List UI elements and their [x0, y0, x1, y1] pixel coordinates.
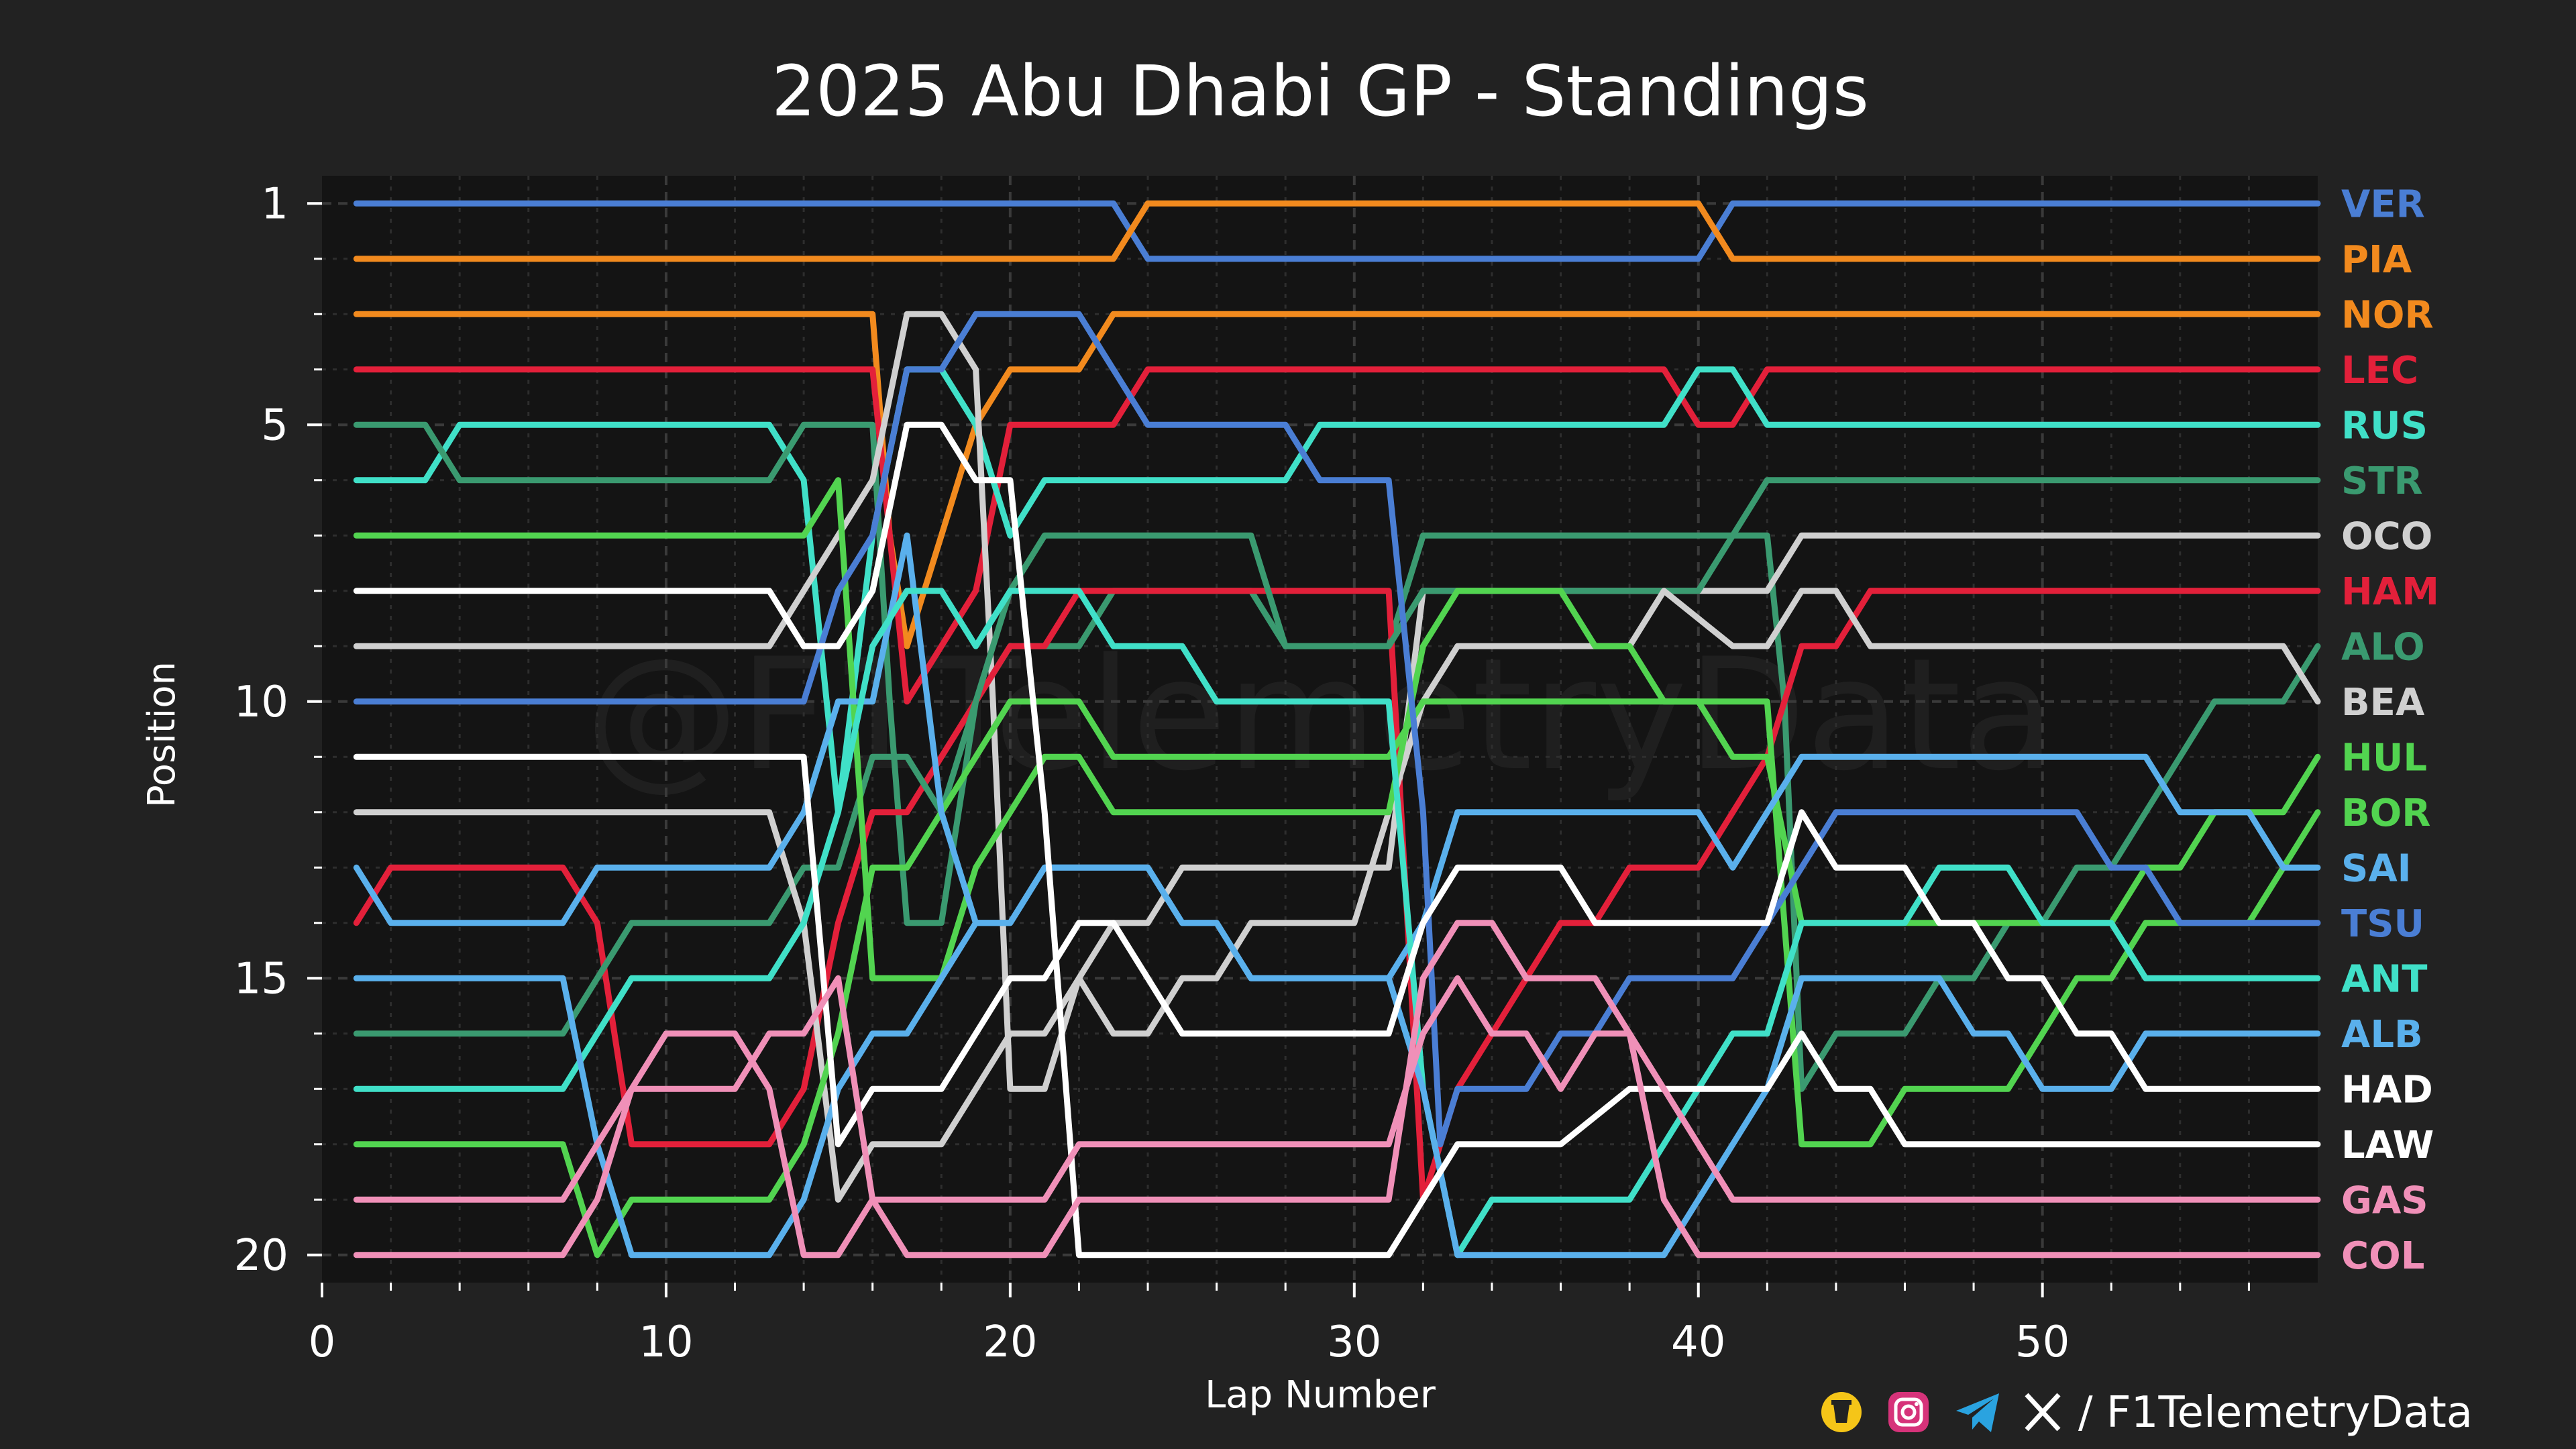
plot-area	[322, 176, 2318, 1283]
driver-label-rus: RUS	[2341, 404, 2428, 447]
y-tick-label: 15	[234, 954, 288, 1004]
series-line-gas	[353, 975, 2321, 1203]
telegram-icon[interactable]	[1956, 1393, 1999, 1432]
series-line-ham	[353, 588, 2321, 1203]
driver-label-ver: VER	[2341, 182, 2425, 226]
driver-label-col: COL	[2341, 1234, 2424, 1278]
y-tick-label: 5	[261, 400, 288, 450]
x-tick-label: 40	[1671, 1318, 1725, 1367]
series-line-ver	[353, 200, 2321, 262]
series-line-str	[353, 477, 2321, 1037]
series-line-pia	[353, 200, 2321, 262]
chart-title: 2025 Abu Dhabi GP - Standings	[771, 50, 1869, 132]
driver-label-oco: OCO	[2341, 515, 2432, 558]
series-line-col	[353, 920, 2321, 1258]
driver-label-hul: HUL	[2341, 736, 2427, 780]
y-tick-label: 10	[234, 678, 288, 727]
driver-label-bor: BOR	[2341, 792, 2430, 835]
driver-label-tsu: TSU	[2341, 902, 2424, 946]
series-line-hul	[353, 698, 2321, 1258]
driver-label-ant: ANT	[2341, 957, 2427, 1001]
coffee-icon[interactable]	[1821, 1392, 1862, 1432]
footer-handle[interactable]: / F1TelemetryData	[2078, 1388, 2473, 1438]
driver-label-had: HAD	[2341, 1068, 2433, 1112]
instagram-icon[interactable]	[1888, 1392, 1929, 1432]
driver-label-str: STR	[2341, 460, 2423, 503]
series-lines	[353, 200, 2321, 1258]
driver-label-pia: PIA	[2341, 238, 2412, 282]
driver-label-gas: GAS	[2341, 1179, 2428, 1222]
series-line-bea	[353, 588, 2321, 1203]
driver-label-ham: HAM	[2341, 570, 2439, 614]
driver-label-sai: SAI	[2341, 847, 2412, 890]
x-tick-label: 30	[1327, 1318, 1381, 1367]
x-tick-label: 10	[639, 1318, 693, 1367]
driver-label-nor: NOR	[2341, 293, 2434, 337]
driver-label-lec: LEC	[2341, 349, 2418, 392]
series-line-bor	[353, 477, 2321, 1148]
series-line-had	[353, 753, 2321, 1148]
y-tick-label: 1	[261, 179, 288, 229]
series-line-lec	[353, 366, 2321, 705]
x-tick-label: 20	[983, 1318, 1037, 1367]
y-axis-label: Position	[140, 661, 184, 808]
series-line-alb	[353, 864, 2321, 1258]
driver-label-alb: ALB	[2341, 1013, 2423, 1057]
driver-labels: VER PIA NOR LEC RUS ALO OCO HAM STR BEA HUL BOR SAI T…	[2341, 182, 2439, 1278]
driver-label-alo: ALO	[2341, 625, 2425, 669]
series-line-tsu	[353, 311, 2321, 1148]
driver-label-bea: BEA	[2341, 681, 2425, 724]
x-axis-label: Lap Number	[1205, 1373, 1436, 1417]
series-line-law	[353, 421, 2321, 1258]
x-icon[interactable]	[2025, 1393, 2061, 1432]
driver-label-law: LAW	[2341, 1124, 2434, 1167]
x-tick-label: 50	[2015, 1318, 2070, 1367]
y-tick-label: 20	[234, 1231, 288, 1281]
x-tick-label: 0	[309, 1318, 336, 1367]
